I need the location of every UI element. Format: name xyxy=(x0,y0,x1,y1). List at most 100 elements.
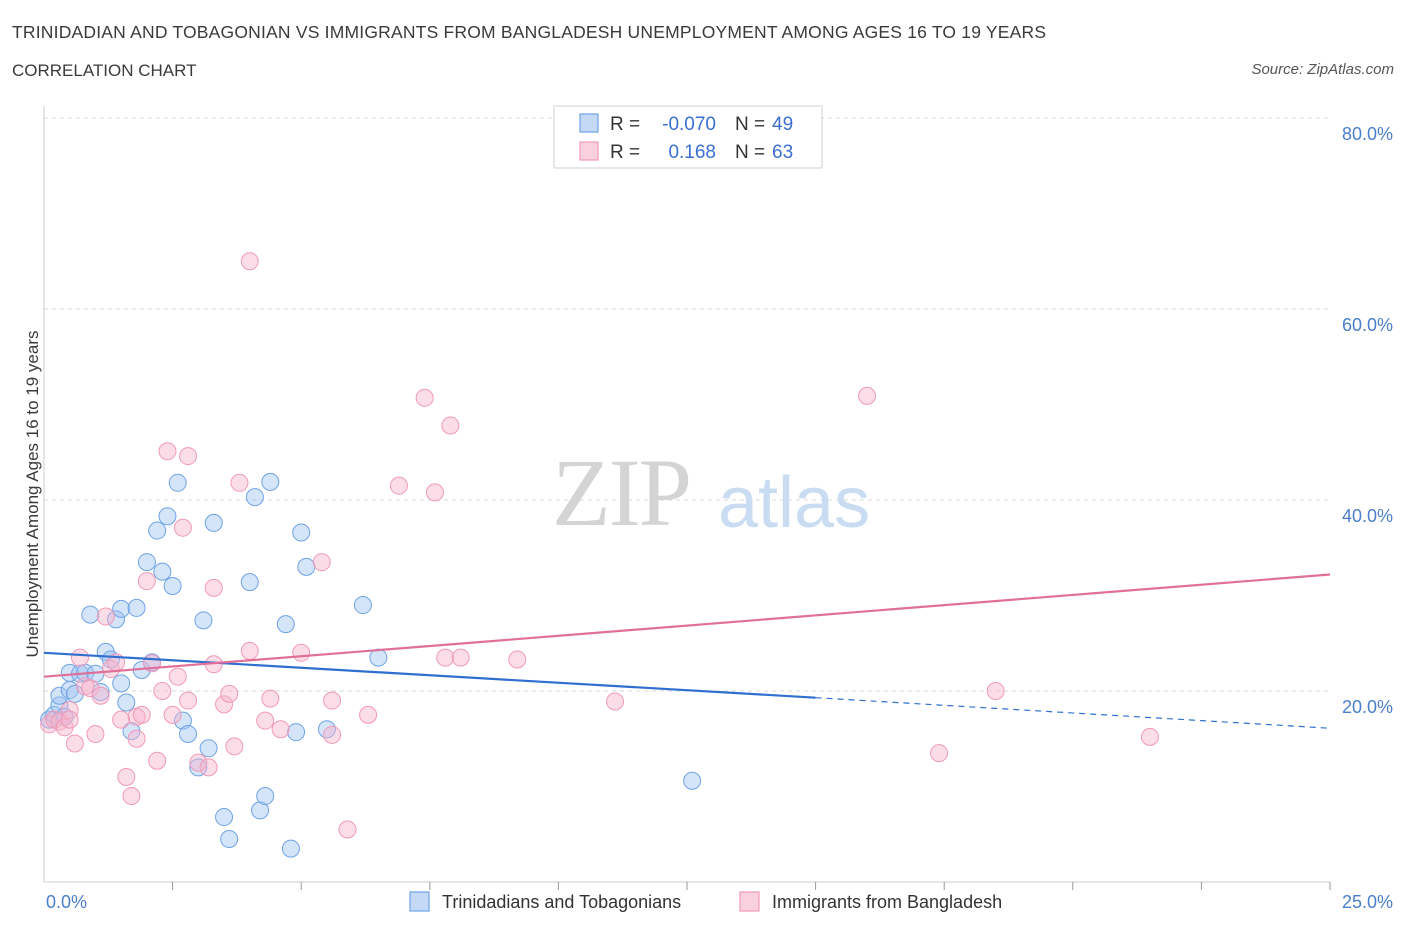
stats-r-value-pink: 0.168 xyxy=(668,142,716,163)
point-trinidadian-2 xyxy=(50,696,69,715)
point-trinidadian-30 xyxy=(179,724,198,743)
point-trinidadian-48 xyxy=(353,596,372,615)
point-bangladesh-25 xyxy=(158,442,177,461)
point-bangladesh-45 xyxy=(312,553,331,572)
x-tick-label-max: 25.0% xyxy=(1342,892,1393,912)
x-tick-label-min: 0.0% xyxy=(46,892,87,912)
stats-n-label-blue: N = xyxy=(735,114,765,135)
point-bangladesh-58 xyxy=(858,386,877,405)
grid-lines xyxy=(44,117,1330,692)
point-bangladesh-59 xyxy=(930,744,949,763)
point-bangladesh-16 xyxy=(117,767,136,786)
point-trinidadian-33 xyxy=(199,739,218,758)
point-trinidadian-22 xyxy=(137,553,156,572)
y-tick-label-2: 60.0% xyxy=(1342,315,1393,335)
point-trinidadian-17 xyxy=(112,674,131,693)
point-bangladesh-7 xyxy=(71,648,90,667)
point-bangladesh-60 xyxy=(986,682,1005,700)
point-bangladesh-29 xyxy=(179,691,198,710)
point-bangladesh-23 xyxy=(148,751,167,770)
data-points xyxy=(40,252,1159,858)
y-tick-label-3: 80.0% xyxy=(1342,124,1393,144)
point-bangladesh-4 xyxy=(60,701,79,720)
y-tick-labels: 20.0% 40.0% 60.0% 80.0% xyxy=(1342,124,1393,717)
y-axis-label: Unemployment Among Ages 16 to 19 years xyxy=(23,331,42,658)
point-bangladesh-48 xyxy=(338,820,357,839)
point-bangladesh-21 xyxy=(137,572,156,591)
point-bangladesh-52 xyxy=(425,483,444,502)
legend-label-bangladesh: Immigrants from Bangladesh xyxy=(772,892,1002,912)
point-trinidadian-43 xyxy=(281,839,300,858)
stats-n-value-pink: 63 xyxy=(772,142,793,163)
point-trinidadian-3 xyxy=(50,686,69,705)
point-trinidadian-28 xyxy=(168,473,187,492)
point-trinidadian-16 xyxy=(112,599,131,618)
trend-line-trinidadian xyxy=(43,651,816,699)
point-bangladesh-18 xyxy=(127,729,146,748)
legend-swatch-bangladesh xyxy=(739,891,760,912)
stats-r-label-pink: R = xyxy=(610,142,640,163)
point-bangladesh-38 xyxy=(230,473,249,492)
stats-r-value-blue: -0.070 xyxy=(662,114,716,135)
point-trinidadian-42 xyxy=(276,615,295,634)
point-bangladesh-56 xyxy=(508,650,527,669)
stats-swatch-blue xyxy=(579,113,599,133)
watermark-atlas: atlas xyxy=(718,463,870,543)
point-trinidadian-32 xyxy=(194,611,213,630)
point-bangladesh-12 xyxy=(96,607,115,626)
point-bangladesh-27 xyxy=(168,667,187,686)
point-bangladesh-36 xyxy=(220,684,239,703)
point-bangladesh-41 xyxy=(256,711,275,730)
point-trinidadian-38 xyxy=(245,488,264,507)
point-bangladesh-24 xyxy=(153,682,172,700)
point-bangladesh-40 xyxy=(240,252,259,271)
point-trinidadian-29 xyxy=(173,711,192,730)
y-tick-label-0: 20.0% xyxy=(1342,697,1393,717)
point-bangladesh-35 xyxy=(215,695,234,714)
point-trinidadian-20 xyxy=(127,598,146,617)
point-bangladesh-50 xyxy=(389,476,408,495)
point-trinidadian-39 xyxy=(251,801,270,820)
point-bangladesh-10 xyxy=(86,724,105,743)
stats-r-label-blue: R = xyxy=(610,114,640,135)
point-trinidadian-35 xyxy=(215,808,234,827)
point-bangladesh-54 xyxy=(436,648,455,667)
point-bangladesh-61 xyxy=(1140,727,1159,746)
point-bangladesh-9 xyxy=(81,679,100,698)
point-trinidadian-18 xyxy=(117,693,136,712)
point-bangladesh-17 xyxy=(122,787,141,806)
x-tick-labels: 0.0% 25.0% xyxy=(46,892,1393,912)
point-bangladesh-37 xyxy=(225,737,244,756)
point-bangladesh-0 xyxy=(40,715,59,734)
point-bangladesh-26 xyxy=(163,705,182,724)
point-bangladesh-15 xyxy=(112,710,131,729)
point-trinidadian-34 xyxy=(204,513,223,532)
stats-legend: R = -0.070 N = 49 R = 0.168 N = 63 xyxy=(553,105,823,169)
trend-lines xyxy=(43,573,1331,729)
point-bangladesh-55 xyxy=(451,648,470,667)
point-trinidadian-37 xyxy=(240,573,259,592)
point-trinidadian-41 xyxy=(261,472,280,491)
point-trinidadian-31 xyxy=(189,758,208,777)
stats-swatch-pink xyxy=(579,141,599,161)
point-trinidadian-25 xyxy=(153,562,172,581)
point-bangladesh-57 xyxy=(605,692,624,711)
point-trinidadian-10 xyxy=(81,605,100,624)
chart-title: TRINIDADIAN AND TOBAGONIAN VS IMMIGRANTS… xyxy=(12,22,1047,42)
point-bangladesh-6 xyxy=(65,734,84,753)
stats-legend-box xyxy=(553,105,823,169)
point-bangladesh-44 xyxy=(292,643,311,662)
axes xyxy=(43,106,1331,890)
bottom-legend: Trinidadians and Tobagonians Immigrants … xyxy=(409,891,1002,912)
point-bangladesh-5 xyxy=(60,710,79,729)
point-trinidadian-47 xyxy=(317,720,336,739)
point-bangladesh-20 xyxy=(132,705,151,724)
point-bangladesh-47 xyxy=(323,725,342,744)
point-trinidadian-24 xyxy=(148,521,167,540)
point-bangladesh-11 xyxy=(91,686,110,705)
point-bangladesh-43 xyxy=(271,720,290,739)
point-bangladesh-34 xyxy=(204,578,223,597)
legend-swatch-trinidadians xyxy=(409,891,430,912)
point-trinidadian-40 xyxy=(256,787,275,806)
